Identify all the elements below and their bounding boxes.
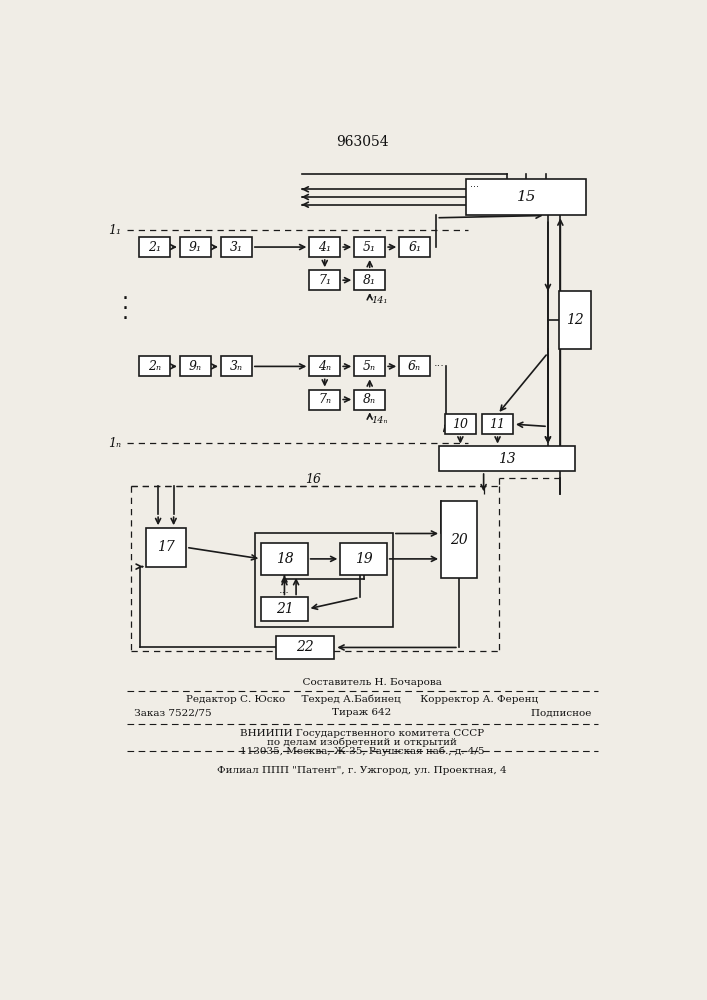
Text: 21: 21 xyxy=(276,602,293,616)
Bar xyxy=(180,356,211,376)
Bar xyxy=(439,446,575,471)
Text: ···: ··· xyxy=(279,588,290,598)
Text: 20: 20 xyxy=(450,533,468,547)
Bar xyxy=(354,389,385,410)
Text: Подписное: Подписное xyxy=(531,708,597,717)
Bar xyxy=(255,533,393,627)
Text: 14ₙ: 14ₙ xyxy=(371,416,387,425)
Text: 5ₙ: 5ₙ xyxy=(363,360,376,373)
Text: 15: 15 xyxy=(517,190,536,204)
Text: 1₁: 1₁ xyxy=(108,224,121,237)
Bar xyxy=(340,543,387,575)
Bar xyxy=(309,389,340,410)
Bar xyxy=(445,414,476,434)
Text: 113035, Москва, Ж-35, Раушская наб., д. 4/5: 113035, Москва, Ж-35, Раушская наб., д. … xyxy=(240,747,484,756)
Text: Редактор С. Юско     Техред А.Бабинец      Корректор А. Ференц: Редактор С. Юско Техред А.Бабинец Коррек… xyxy=(186,694,538,704)
Bar xyxy=(221,237,252,257)
Bar xyxy=(261,597,308,620)
Bar xyxy=(309,356,340,376)
Bar xyxy=(354,270,385,290)
Text: 8₁: 8₁ xyxy=(363,274,376,287)
Text: 17: 17 xyxy=(157,540,175,554)
Bar xyxy=(261,543,308,575)
Bar xyxy=(139,356,170,376)
Text: 4ₙ: 4ₙ xyxy=(318,360,332,373)
Text: 3₁: 3₁ xyxy=(230,241,243,254)
Text: 6₁: 6₁ xyxy=(408,241,421,254)
Bar xyxy=(466,179,586,215)
Bar xyxy=(309,270,340,290)
Text: 9₁: 9₁ xyxy=(189,241,201,254)
Text: 7ₙ: 7ₙ xyxy=(318,393,332,406)
Text: Филиал ППП "Патент", г. Ужгород, ул. Проектная, 4: Филиал ППП "Патент", г. Ужгород, ул. Про… xyxy=(217,766,507,775)
Text: 5₁: 5₁ xyxy=(363,241,376,254)
Text: 7₁: 7₁ xyxy=(318,274,332,287)
Text: 14₁: 14₁ xyxy=(371,296,387,305)
Text: ВНИИПИ Государственного комитета СССР: ВНИИПИ Государственного комитета СССР xyxy=(240,729,484,738)
Text: ···: ··· xyxy=(470,182,479,192)
Text: по делам изобретений и открытий: по делам изобретений и открытий xyxy=(267,737,457,747)
Bar xyxy=(441,501,477,578)
Text: 12: 12 xyxy=(566,313,584,327)
Text: Тираж 642: Тираж 642 xyxy=(332,708,392,717)
Bar xyxy=(354,356,385,376)
Bar xyxy=(146,528,186,567)
Text: Заказ 7522/75: Заказ 7522/75 xyxy=(131,708,211,717)
Text: 8ₙ: 8ₙ xyxy=(363,393,376,406)
Text: 963054: 963054 xyxy=(337,135,389,149)
Bar xyxy=(354,237,385,257)
Text: 19: 19 xyxy=(355,552,373,566)
Text: 13: 13 xyxy=(498,452,515,466)
Text: 11: 11 xyxy=(489,418,506,431)
Text: 16: 16 xyxy=(305,473,321,486)
Bar xyxy=(399,237,430,257)
Text: 9ₙ: 9ₙ xyxy=(189,360,202,373)
Text: 10: 10 xyxy=(452,418,468,431)
Bar xyxy=(221,356,252,376)
Text: 2₁: 2₁ xyxy=(148,241,160,254)
Bar xyxy=(276,636,334,659)
Text: 18: 18 xyxy=(276,552,293,566)
Text: ·: · xyxy=(122,309,129,329)
Bar xyxy=(482,414,513,434)
Text: 1ₙ: 1ₙ xyxy=(107,437,121,450)
Text: ·: · xyxy=(122,299,129,319)
Bar xyxy=(559,291,591,349)
Text: 22: 22 xyxy=(296,640,314,654)
Bar xyxy=(180,237,211,257)
Text: 6ₙ: 6ₙ xyxy=(408,360,421,373)
Bar xyxy=(309,237,340,257)
Bar xyxy=(399,356,430,376)
Text: 4₁: 4₁ xyxy=(318,241,332,254)
Text: 2ₙ: 2ₙ xyxy=(148,360,160,373)
Text: ·: · xyxy=(122,289,129,309)
Text: 3ₙ: 3ₙ xyxy=(230,360,243,373)
Text: ···: ··· xyxy=(433,361,444,371)
Bar xyxy=(139,237,170,257)
Text: Составитель Н. Бочарова: Составитель Н. Бочарова xyxy=(283,678,441,687)
